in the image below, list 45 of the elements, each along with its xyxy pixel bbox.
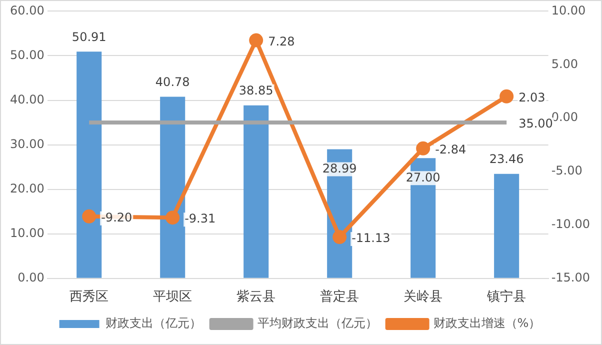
y2-tick-label: 0.00 — [551, 110, 578, 124]
data-label: 2.03 — [518, 90, 546, 105]
x-tick-label: 西秀区 — [70, 290, 109, 305]
bar — [160, 96, 186, 278]
legend-label: 财政支出（亿元） — [105, 316, 202, 330]
data-label: 27.00 — [406, 170, 440, 184]
point — [166, 210, 180, 225]
data-label: 35.00 — [518, 116, 553, 131]
data-label: -9.31 — [184, 212, 216, 226]
data-label: 50.91 — [72, 30, 106, 44]
data-label: 28.99 — [322, 161, 357, 176]
bar — [76, 52, 102, 278]
point — [332, 230, 347, 244]
x-tick-label: 镇宁县 — [486, 288, 526, 305]
y-tick-label: 60.00 — [10, 3, 44, 18]
point — [82, 209, 96, 224]
point — [249, 33, 264, 48]
data-label: 7.28 — [268, 34, 295, 48]
data-label: 40.78 — [155, 74, 190, 89]
y-tick-label: 40.00 — [10, 92, 44, 106]
y2-tick-label: 10.00 — [551, 3, 586, 18]
data-label: 38.85 — [238, 84, 274, 98]
y-tick-label: 10.00 — [10, 226, 44, 240]
data-label: -2.84 — [435, 142, 466, 157]
data-label: 23.46 — [489, 152, 524, 166]
y2-tick-label: -15.00 — [551, 270, 590, 285]
x-tick-label: 紫云县 — [236, 290, 276, 305]
point — [500, 89, 514, 104]
y-tick-label: 50.00 — [10, 48, 44, 62]
y2-tick-label: -10.00 — [551, 217, 590, 232]
y-tick-label: 20.00 — [10, 181, 44, 196]
legend-label: 平均财政支出（亿元） — [257, 316, 378, 330]
bar — [494, 174, 520, 278]
y-tick-label: 0.00 — [18, 270, 44, 285]
data-label: -11.13 — [352, 231, 390, 246]
y2-tick-label: -5.00 — [551, 164, 582, 178]
point — [416, 141, 430, 156]
bar — [244, 105, 269, 278]
legend-label: 财政支出增速（%） — [433, 316, 541, 330]
data-label: -9.20 — [101, 210, 132, 225]
y-tick-label: 30.00 — [10, 136, 44, 151]
x-tick-label: 关岭县 — [404, 290, 443, 305]
y2-tick-label: 5.00 — [551, 56, 578, 71]
x-tick-label: 平坝区 — [153, 290, 192, 305]
x-tick-label: 普定县 — [320, 288, 360, 305]
